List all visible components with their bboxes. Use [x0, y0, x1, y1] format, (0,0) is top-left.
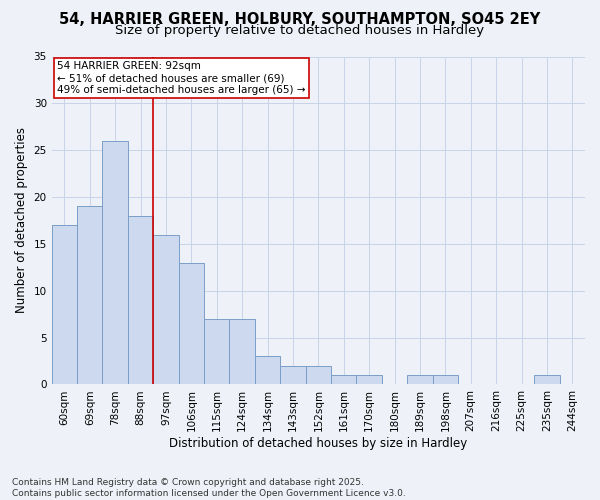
Bar — [534, 375, 560, 384]
Bar — [407, 375, 433, 384]
Bar — [204, 319, 229, 384]
Y-axis label: Number of detached properties: Number of detached properties — [15, 128, 28, 314]
Text: 54, HARRIER GREEN, HOLBURY, SOUTHAMPTON, SO45 2EY: 54, HARRIER GREEN, HOLBURY, SOUTHAMPTON,… — [59, 12, 541, 28]
Text: Contains HM Land Registry data © Crown copyright and database right 2025.
Contai: Contains HM Land Registry data © Crown c… — [12, 478, 406, 498]
Bar — [103, 141, 128, 384]
X-axis label: Distribution of detached houses by size in Hardley: Distribution of detached houses by size … — [169, 437, 467, 450]
Bar — [356, 375, 382, 384]
Bar — [77, 206, 103, 384]
Bar — [331, 375, 356, 384]
Bar — [179, 262, 204, 384]
Bar — [255, 356, 280, 384]
Bar — [52, 225, 77, 384]
Bar — [433, 375, 458, 384]
Bar — [280, 366, 305, 384]
Text: 54 HARRIER GREEN: 92sqm
← 51% of detached houses are smaller (69)
49% of semi-de: 54 HARRIER GREEN: 92sqm ← 51% of detache… — [57, 62, 305, 94]
Bar — [229, 319, 255, 384]
Bar — [305, 366, 331, 384]
Bar — [128, 216, 153, 384]
Bar — [153, 234, 179, 384]
Text: Size of property relative to detached houses in Hardley: Size of property relative to detached ho… — [115, 24, 485, 37]
